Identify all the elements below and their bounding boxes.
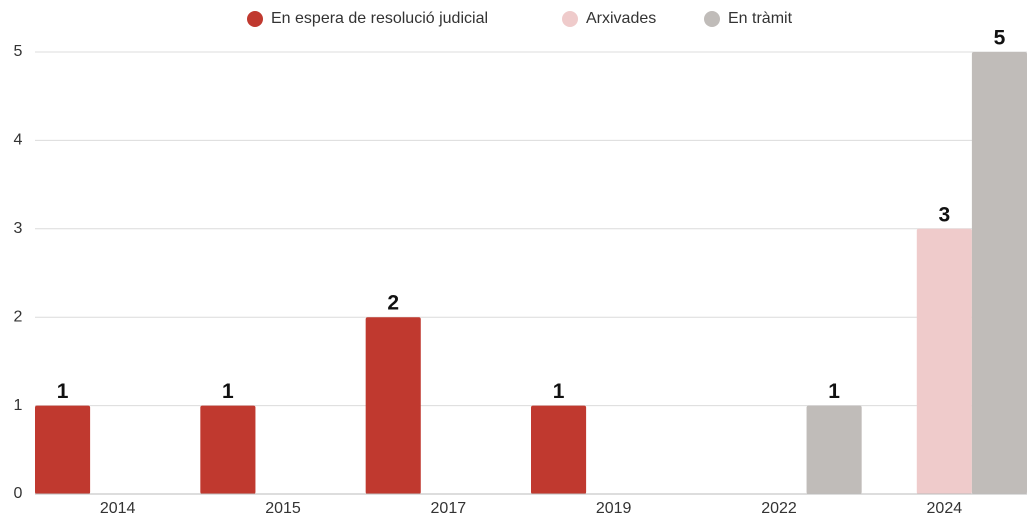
x-tick-label: 2015 xyxy=(265,500,301,517)
legend-marker xyxy=(704,11,720,27)
x-tick-label: 2022 xyxy=(761,500,797,517)
value-label: 1 xyxy=(57,380,69,403)
x-tick-label: 2014 xyxy=(100,500,136,517)
bar xyxy=(531,405,587,494)
value-label: 1 xyxy=(828,380,840,403)
x-tick-label: 2024 xyxy=(927,500,963,517)
value-label: 2 xyxy=(387,292,399,315)
legend-label: En tràmit xyxy=(728,10,793,27)
legend-label: Arxivades xyxy=(586,10,656,27)
y-tick-label: 1 xyxy=(14,397,23,414)
bar xyxy=(200,405,256,494)
x-tick-label: 2019 xyxy=(596,500,632,517)
x-tick-label: 2017 xyxy=(431,500,467,517)
y-tick-label: 3 xyxy=(14,220,23,237)
bar xyxy=(971,52,1027,494)
legend-marker xyxy=(562,11,578,27)
y-tick-label: 0 xyxy=(14,485,23,502)
y-tick-label: 5 xyxy=(14,43,23,60)
value-label: 5 xyxy=(994,27,1006,50)
y-tick-label: 4 xyxy=(14,132,23,149)
bar xyxy=(365,317,421,494)
y-tick-label: 2 xyxy=(14,308,23,325)
value-label: 3 xyxy=(938,203,950,226)
value-label: 1 xyxy=(553,380,565,403)
bar xyxy=(806,405,862,494)
value-label: 1 xyxy=(222,380,234,403)
bar xyxy=(35,405,91,494)
legend-marker xyxy=(247,11,263,27)
bar xyxy=(916,228,972,495)
legend-label: En espera de resolució judicial xyxy=(271,10,488,27)
